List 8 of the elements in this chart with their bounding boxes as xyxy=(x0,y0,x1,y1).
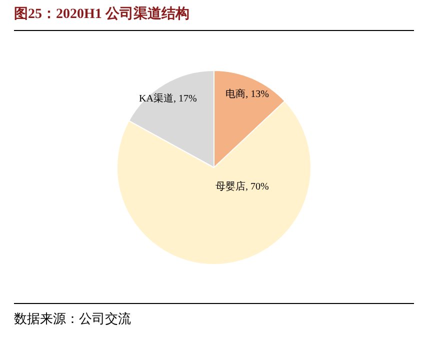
data-label: , 70% xyxy=(246,181,269,192)
data-label: , 17% xyxy=(173,94,197,105)
slice-label: 母婴店 xyxy=(216,180,246,192)
slice-label: 电商 xyxy=(226,88,246,100)
chart-title: 图25：2020H1 公司渠道结构 xyxy=(14,5,190,24)
source-note: 数据来源：公司交流 xyxy=(14,310,131,328)
data-label: , 13% xyxy=(246,88,269,100)
slice-label: KA渠道 xyxy=(139,92,174,105)
